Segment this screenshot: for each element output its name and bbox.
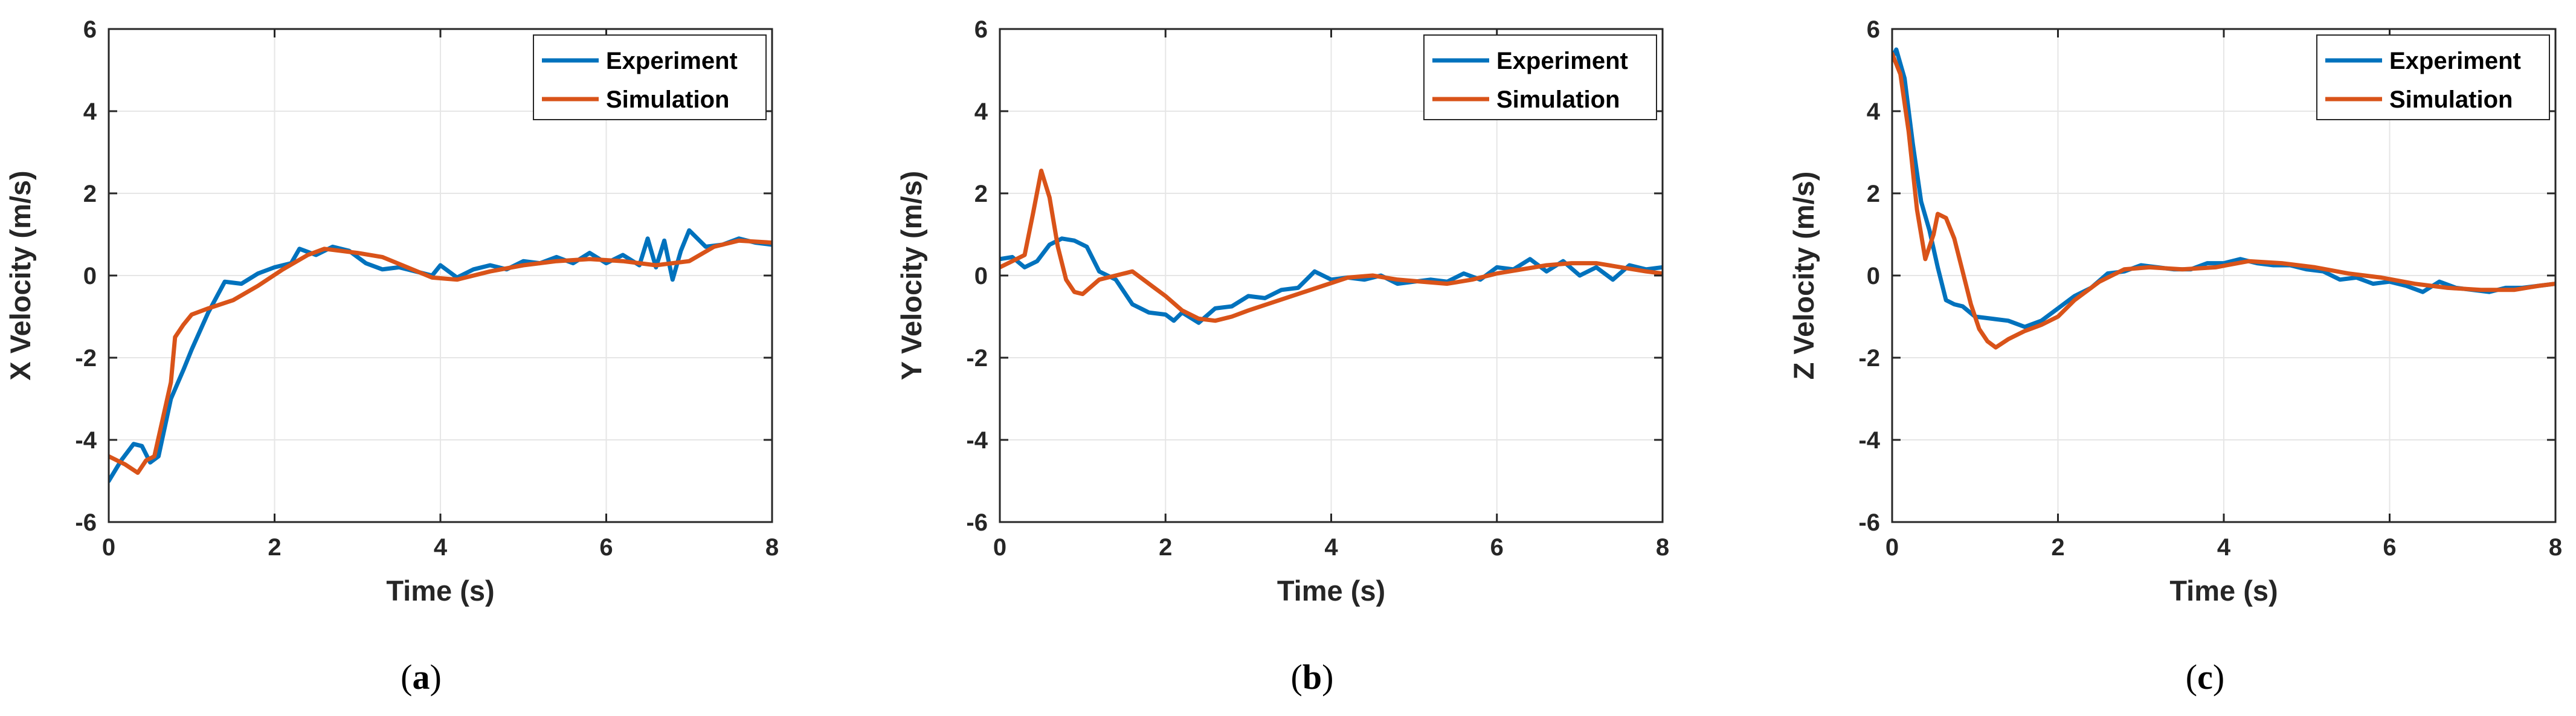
y-tick-label: 0	[974, 263, 988, 289]
caption-paren-open: (	[2186, 657, 2197, 697]
x-tick-label: 4	[1324, 534, 1338, 561]
y-tick-label: 2	[83, 181, 97, 207]
legend: Experiment Simulation	[2316, 34, 2550, 120]
caption-letter: c	[2197, 657, 2213, 697]
y-axis-label: Z Velocity (m/s)	[1788, 172, 1820, 380]
legend-box	[2316, 34, 2550, 120]
y-tick-label: -4	[1858, 427, 1880, 454]
y-tick-label: -4	[75, 427, 97, 454]
legend-label-simulation: Simulation	[2389, 86, 2513, 113]
series-line-simulation	[109, 238, 772, 475]
legend: Experiment Simulation	[1423, 34, 1657, 120]
legend-label-simulation: Simulation	[1496, 86, 1620, 113]
y-tick-label: -2	[1858, 345, 1880, 372]
y-tick-label: 6	[1867, 16, 1880, 43]
x-tick-label: 6	[1490, 534, 1504, 561]
caption-letter: b	[1302, 657, 1322, 697]
legend-label-simulation: Simulation	[606, 86, 729, 113]
y-tick-label: 4	[83, 98, 97, 125]
legend-label-experiment: Experiment	[2389, 48, 2521, 74]
series-line-simulation	[1000, 169, 1663, 323]
caption-paren-open: (	[401, 657, 412, 697]
series-line-simulation	[1892, 51, 2555, 350]
x-tick-label: 0	[993, 534, 1006, 561]
caption-paren-close: )	[1322, 657, 1333, 697]
y-axis-label: X Velocity (m/s)	[4, 170, 36, 380]
chart-panel-a: 0 2 4 6 8 -6 -4 -2 0 2 4 6 Time (s) X Velocity (m/s) E…	[4, 16, 779, 697]
x-tick-label: 2	[1159, 534, 1172, 561]
y-tick-label: -6	[75, 509, 97, 536]
legend-label-experiment: Experiment	[1496, 48, 1628, 74]
legend-box	[533, 34, 767, 120]
panel-caption: (a)	[401, 657, 442, 697]
y-tick-label: 6	[974, 16, 988, 43]
y-tick-label: -6	[1858, 509, 1880, 536]
x-tick-label: 0	[1885, 534, 1899, 561]
y-tick-label: -6	[966, 509, 988, 536]
caption-paren-open: (	[1291, 657, 1302, 697]
x-tick-label: 8	[1656, 534, 1669, 561]
series-line-experiment	[1000, 236, 1663, 325]
x-tick-label: 4	[2217, 534, 2231, 561]
y-tick-label: 6	[83, 16, 97, 43]
caption-paren-close: )	[2213, 657, 2224, 697]
legend-box	[1423, 34, 1657, 120]
panel-caption: (b)	[1291, 657, 1334, 697]
y-tick-label: 2	[974, 181, 988, 207]
x-tick-label: 2	[268, 534, 281, 561]
chart-panel-c: 0 2 4 6 8 -6 -4 -2 0 2 4 6 Time (s) Z Velocity (m/s) E…	[1788, 16, 2562, 697]
x-axis-label: Time (s)	[386, 575, 494, 607]
x-tick-label: 6	[2383, 534, 2396, 561]
y-tick-label: 4	[974, 98, 988, 125]
x-tick-label: 2	[2051, 534, 2064, 561]
caption-paren-close: )	[430, 657, 442, 697]
chart-panel-b: 0 2 4 6 8 -6 -4 -2 0 2 4 6 Time (s) Y Velocity (m/s) E…	[895, 16, 1669, 697]
y-tick-label: 0	[83, 263, 97, 289]
y-tick-label: 2	[1867, 181, 1880, 207]
y-tick-label: -4	[966, 427, 988, 454]
y-tick-label: -2	[966, 345, 988, 372]
x-tick-label: 6	[599, 534, 613, 561]
y-tick-label: 4	[1867, 98, 1881, 125]
x-axis-label: Time (s)	[2169, 575, 2278, 607]
y-tick-label: 0	[1867, 263, 1880, 289]
y-tick-label: -2	[75, 345, 97, 372]
x-tick-label: 4	[434, 534, 448, 561]
series-line-experiment	[109, 228, 772, 483]
x-tick-label: 8	[765, 534, 779, 561]
x-tick-label: 0	[102, 534, 115, 561]
x-axis-label: Time (s)	[1277, 575, 1385, 607]
x-tick-label: 8	[2549, 534, 2562, 561]
legend: Experiment Simulation	[533, 34, 767, 120]
panel-caption: (c)	[2186, 657, 2224, 697]
y-axis-label: Y Velocity (m/s)	[895, 171, 927, 381]
caption-letter: a	[413, 657, 430, 697]
legend-label-experiment: Experiment	[606, 48, 738, 74]
